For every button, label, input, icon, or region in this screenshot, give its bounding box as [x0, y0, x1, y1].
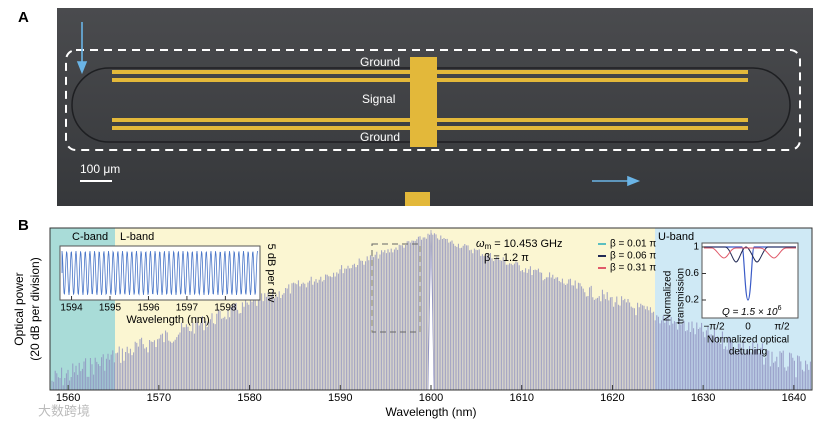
legend-label: β = 0.06 π	[610, 251, 656, 262]
x-tick-label: 1620	[600, 392, 624, 404]
dashed-box	[65, 49, 801, 151]
x-tick-label: 1595	[99, 303, 122, 314]
band-label: C-band	[72, 231, 108, 243]
superscript: 6	[778, 305, 782, 312]
annotation: ωm = 10.453 GHz	[476, 238, 563, 251]
spectrum	[51, 233, 811, 390]
text: Q = 1.5 × 10	[722, 307, 778, 318]
inset-y-label: transmission	[676, 268, 687, 324]
band-label: U-band	[658, 231, 694, 243]
label: Ground	[360, 55, 400, 69]
y-axis-label: (20 dB per division)	[28, 257, 42, 360]
x-tick-label: 1630	[691, 392, 715, 404]
scale-label: 100 μm	[80, 162, 120, 176]
y-tick-label: 1	[693, 242, 699, 253]
band-label: L-band	[120, 231, 154, 243]
inset-comb	[61, 250, 258, 296]
label: Signal	[362, 92, 395, 106]
x-tick-label: 1640	[782, 392, 806, 404]
y-tick-label: 0.2	[685, 295, 699, 306]
text: = 10.453 GHz	[491, 238, 562, 250]
label: Ground	[360, 130, 400, 144]
x-tick-label: 1560	[56, 392, 80, 404]
legend-label: β = 0.31 π	[610, 263, 656, 274]
zoom-box	[371, 243, 421, 333]
x-tick-label: −π/2	[703, 322, 725, 333]
panel-label: B	[18, 217, 29, 234]
y-axis-label: Optical power	[12, 272, 26, 345]
watermark: 大数跨境	[38, 403, 90, 418]
panel-label: A	[18, 9, 29, 26]
x-tick-label: 1597	[176, 303, 199, 314]
x-tick-label: 1590	[328, 392, 352, 404]
x-axis-label: Wavelength (nm)	[386, 405, 477, 419]
symbol: ω	[476, 238, 485, 250]
inset-x-label: Wavelength (nm)	[126, 314, 209, 326]
x-tick-label: π/2	[774, 322, 790, 333]
legend-label: β = 0.01 π	[610, 239, 656, 250]
annotation: β = 1.2 π	[484, 252, 529, 264]
subscript: m	[485, 242, 492, 251]
inset-y-label: 5 dB per div	[265, 244, 277, 303]
inset-y-label: Normalized	[663, 271, 674, 322]
y-tick-label: 0.6	[685, 268, 699, 279]
x-tick-label: 1580	[237, 392, 261, 404]
inset-transmission	[701, 242, 799, 319]
curve	[704, 247, 796, 259]
electrodes	[112, 57, 748, 206]
x-tick-label: 1596	[137, 303, 160, 314]
x-tick-label: 1600	[419, 392, 443, 404]
inset-x-label: detuning	[729, 347, 767, 358]
curve	[704, 246, 796, 263]
x-tick-label: 1598	[214, 303, 237, 314]
inset-x-label: Normalized optical	[707, 335, 789, 346]
x-tick-label: 1594	[60, 303, 83, 314]
x-tick-label: 1570	[147, 392, 171, 404]
x-tick-label: 0	[745, 322, 751, 333]
q-label: Q = 1.5 × 106	[722, 305, 782, 318]
curve	[704, 246, 796, 301]
arrows	[76, 22, 641, 187]
x-tick-label: 1610	[509, 392, 533, 404]
